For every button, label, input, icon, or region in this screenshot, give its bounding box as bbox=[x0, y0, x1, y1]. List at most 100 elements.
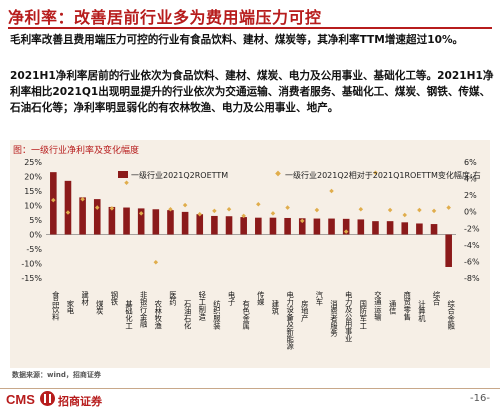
y-tick-label: -10% bbox=[21, 260, 42, 269]
x-tick-label: 钢铁 bbox=[110, 290, 119, 306]
bar-0 bbox=[50, 172, 57, 235]
bar-6 bbox=[137, 208, 145, 235]
bar-23 bbox=[386, 221, 394, 235]
bar-series bbox=[50, 172, 452, 267]
dot-23 bbox=[387, 207, 393, 213]
dot-26 bbox=[431, 208, 437, 214]
dot-6 bbox=[138, 211, 144, 216]
y2-tick-label: 6% bbox=[464, 158, 477, 167]
dot-9 bbox=[182, 202, 188, 208]
dot-5 bbox=[124, 180, 129, 185]
cms-logo-text: CMS bbox=[6, 392, 35, 407]
bar-4 bbox=[108, 206, 116, 235]
y2-tick-label: 4% bbox=[464, 175, 477, 184]
bar-25 bbox=[416, 223, 423, 235]
y-tick-label: -15% bbox=[21, 274, 42, 283]
dot-24 bbox=[402, 212, 408, 218]
x-tick-label: 石油石化 bbox=[183, 300, 192, 330]
bar-26 bbox=[430, 224, 438, 235]
y2-tick-label: 2% bbox=[464, 191, 477, 200]
y2-tick-label: 0% bbox=[464, 208, 477, 217]
x-tick-label: 基础化工 bbox=[125, 299, 134, 329]
dot-27 bbox=[446, 205, 451, 210]
x-tick-label: 国防军工 bbox=[359, 300, 368, 329]
y-tick-label: 5% bbox=[29, 216, 42, 225]
x-tick-label: 电子 bbox=[227, 290, 236, 305]
x-tick-label: 房地产 bbox=[300, 299, 309, 323]
x-tick-label: 计算机 bbox=[418, 299, 427, 323]
bar-16 bbox=[284, 217, 291, 235]
dot-11 bbox=[212, 208, 217, 214]
page-title: 净利率：改善居前行业多为费用端压力可控 bbox=[8, 8, 322, 27]
x-tick-label: 煤炭 bbox=[95, 299, 104, 315]
x-tick-label: 建筑 bbox=[271, 299, 280, 315]
dot-25 bbox=[417, 207, 422, 213]
bar-3 bbox=[93, 199, 101, 235]
x-tick-label: 食品饮料 bbox=[51, 290, 60, 321]
y-tick-label: 25% bbox=[24, 158, 42, 167]
dot-10 bbox=[197, 211, 203, 217]
y-tick-label: 0% bbox=[29, 231, 42, 240]
dot-7 bbox=[153, 259, 159, 265]
dot-21 bbox=[358, 206, 364, 212]
bar-10 bbox=[196, 214, 204, 235]
dot-16 bbox=[285, 205, 290, 210]
bar-11 bbox=[211, 215, 218, 235]
x-tick-label: 电力及公用事业 bbox=[344, 290, 353, 342]
dot-12 bbox=[226, 206, 232, 212]
dot-20 bbox=[343, 229, 349, 234]
bar-17 bbox=[298, 218, 306, 235]
bar-20 bbox=[342, 218, 350, 235]
x-tick-label: 消费者服务 bbox=[330, 299, 339, 337]
legend-label-dot: 一级行业2021Q2相对于2021Q1ROETTM变化幅度:右 bbox=[285, 170, 481, 180]
x-tick-label: 综合金融 bbox=[447, 299, 456, 330]
dot-19 bbox=[329, 188, 334, 194]
page-number: -16- bbox=[470, 393, 490, 404]
x-tick-label: 纺织服装 bbox=[213, 299, 222, 330]
x-tick-label: 通信 bbox=[388, 299, 397, 315]
summary-paragraph-1: 毛利率改善且费用端压力可控的行业有食品饮料、建材、煤炭等，其净利率TTM增速超过… bbox=[10, 34, 464, 46]
x-tick-label: 轻工制造 bbox=[198, 290, 207, 321]
bar-24 bbox=[401, 222, 409, 235]
x-tick-label: 商贸零售 bbox=[403, 290, 412, 321]
y-tick-label: 20% bbox=[24, 173, 42, 182]
y2-tick-label: -4% bbox=[464, 241, 480, 250]
x-tick-label: 建材 bbox=[81, 290, 90, 305]
x-tick-label: 传媒 bbox=[256, 290, 265, 306]
title-rule bbox=[8, 27, 492, 29]
dot-15 bbox=[270, 211, 276, 216]
bar-2 bbox=[79, 197, 86, 235]
y2-tick-label: -2% bbox=[464, 224, 480, 233]
y2-tick-label: -8% bbox=[464, 274, 480, 283]
bar-7 bbox=[152, 209, 160, 235]
chart-panel bbox=[10, 140, 490, 368]
x-tick-label: 汽车 bbox=[315, 290, 324, 306]
dot-18 bbox=[314, 207, 320, 213]
bar-19 bbox=[328, 218, 335, 235]
bar-8 bbox=[167, 210, 174, 235]
bar-chart: -15% -10% -5% 0% 5% 10% 15% 20% 25% -8% -6% -4% -2%… bbox=[21, 158, 481, 351]
summary-paragraph-2: 2021H1净利率居前的行业依次为食品饮料、建材、煤炭、电力及公用事业、基础化工… bbox=[10, 70, 494, 114]
x-tick-label: 农林牧渔 bbox=[154, 299, 163, 330]
bar-22 bbox=[372, 221, 379, 235]
chart-legend: 一级行业2021Q2ROETTM 一级行业2021Q2相对于2021Q1ROETT… bbox=[118, 170, 481, 180]
data-source: 数据来源：wind，招商证券 bbox=[12, 371, 101, 379]
x-tick-label: 有色金属 bbox=[242, 299, 251, 330]
dot-1 bbox=[65, 210, 71, 215]
dot-2 bbox=[80, 197, 85, 202]
legend-label-bar: 一级行业2021Q2ROETTM bbox=[131, 170, 228, 180]
bar-1 bbox=[64, 180, 72, 235]
company-name: 招商证券 bbox=[58, 395, 102, 408]
bar-27 bbox=[445, 234, 452, 267]
legend-swatch-bar bbox=[118, 171, 128, 178]
bar-9 bbox=[181, 211, 189, 235]
x-tick-label: 家电 bbox=[66, 299, 75, 314]
bar-21 bbox=[357, 219, 365, 235]
bar-14 bbox=[255, 217, 262, 235]
cms-logo-icon bbox=[40, 391, 55, 406]
x-tick-label: 医药 bbox=[169, 291, 178, 307]
x-tick-label: 综合 bbox=[432, 290, 441, 306]
footer-rule bbox=[0, 388, 500, 389]
x-tick-label: 非银行金融 bbox=[139, 290, 148, 328]
